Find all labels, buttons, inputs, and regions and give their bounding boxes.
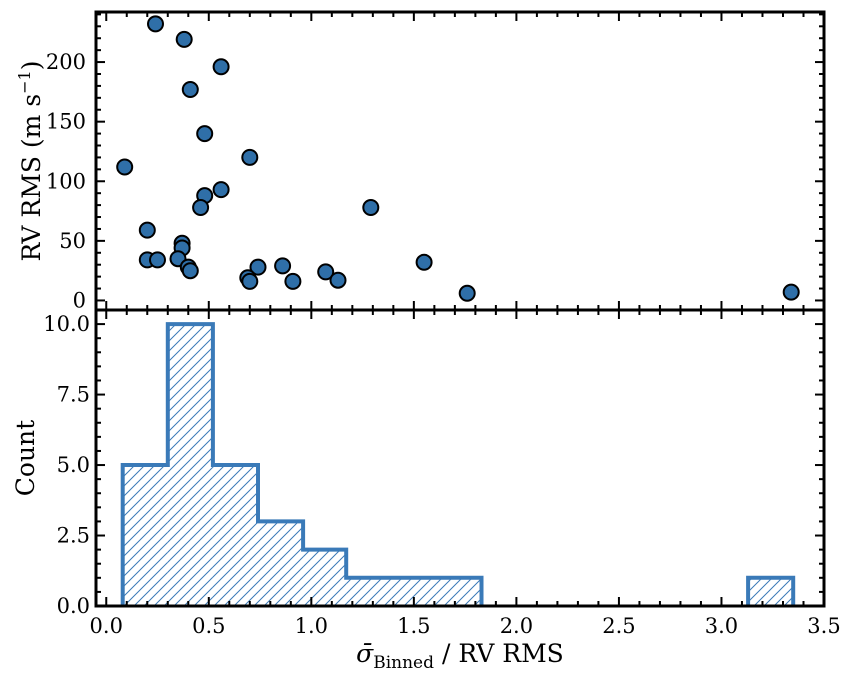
scatter-y-tick-label: 50	[59, 229, 86, 253]
histogram-outline	[746, 575, 796, 606]
scatter-point	[415, 253, 433, 271]
scatter-point	[458, 284, 476, 302]
scatter-panel: 0 50 100 150 200 RV RMS (m s−1)	[15, 10, 826, 312]
scatter-point	[329, 271, 347, 289]
histogram-bar	[436, 577, 482, 606]
scatter-point	[149, 251, 166, 269]
histogram-x-tick-label: 1.0	[295, 614, 328, 638]
scatter-y-tick-label: 100	[46, 169, 86, 193]
scatter-y-tick-label: 150	[46, 110, 86, 134]
histogram-bar	[122, 465, 168, 606]
scatter-plot-frame	[94, 10, 826, 312]
scatter-point	[212, 181, 230, 199]
scatter-point	[249, 258, 267, 276]
scatter-y-tick-labels: 0 50 100 150 200	[46, 50, 86, 312]
scatter-point	[138, 221, 156, 239]
histogram-bar	[748, 577, 794, 606]
histogram-x-tick-label: 3.5	[807, 614, 840, 638]
scatter-point	[274, 257, 292, 275]
scatter-y-tick-label: 0	[73, 288, 86, 312]
histogram-y-tick-label: 0.0	[57, 594, 90, 618]
histogram-tick-labels: 0.0 2.5 5.0 7.5 10.0 0.0 0.5 1.0 1.5 2.0 2.5 3.0 3.5	[43, 312, 840, 638]
histogram-x-label-symbol: σ̄	[356, 639, 374, 668]
scatter-point	[116, 158, 134, 176]
histogram-bar	[212, 465, 259, 606]
scatter-point	[181, 262, 199, 280]
histogram-x-axis-label: σ̄Binned / RV RMS	[356, 639, 564, 673]
histogram-x-tick-label: 3.0	[705, 614, 738, 638]
scatter-y-label-main: RV RMS (m s	[17, 94, 46, 262]
histogram-y-axis-label: Count	[11, 420, 40, 496]
scatter-point	[362, 199, 380, 216]
scatter-point	[241, 272, 259, 290]
scatter-point	[175, 30, 193, 48]
histogram-x-tick-label: 1.5	[397, 614, 430, 638]
scatter-point	[284, 272, 302, 290]
histogram-x-tick-label: 2.0	[500, 614, 533, 638]
histogram-x-tick-label: 2.5	[602, 614, 635, 638]
histogram-panel: 0.0 2.5 5.0 7.5 10.0 0.0 0.5 1.0 1.5 2.0 2.5 3.0 3.5…	[11, 308, 841, 673]
histogram-bar	[303, 549, 347, 606]
scatter-axis-ticks	[96, 12, 825, 310]
scatter-point	[181, 81, 199, 98]
histogram-y-tick-label: 2.5	[57, 524, 90, 548]
histogram-y-tick-label: 5.0	[57, 453, 90, 477]
histogram-bar	[258, 521, 304, 606]
histogram-bar	[167, 324, 213, 606]
scatter-y-axis-label: RV RMS (m s−1)	[15, 60, 46, 261]
histogram-bars	[120, 322, 796, 606]
scatter-point	[196, 125, 214, 143]
scatter-y-label-superscript: −1	[15, 70, 34, 94]
histogram-x-tick-label: 0.5	[192, 614, 225, 638]
histogram-x-tick-label: 0.0	[90, 614, 123, 638]
scatter-point	[317, 263, 335, 281]
histogram-outline	[120, 322, 484, 606]
histogram-y-tick-label: 7.5	[57, 383, 90, 407]
histogram-x-label-end: / RV RMS	[434, 639, 564, 668]
scatter-y-label-end: )	[17, 60, 46, 70]
scatter-points	[116, 15, 800, 302]
histogram-x-label-subscript: Binned	[373, 653, 434, 673]
histogram-bar	[346, 577, 392, 606]
scatter-point	[147, 15, 164, 33]
scatter-point	[192, 199, 210, 216]
scatter-point	[241, 148, 259, 166]
scatter-y-tick-label: 200	[46, 50, 86, 74]
histogram-y-tick-label: 10.0	[43, 312, 90, 336]
scatter-point	[212, 58, 230, 76]
histogram-plot-frame	[94, 308, 826, 608]
scatter-point	[782, 283, 800, 301]
